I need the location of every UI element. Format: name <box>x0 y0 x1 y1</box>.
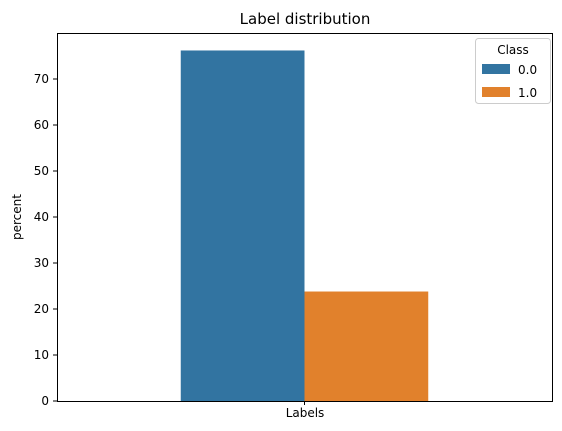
plot-area <box>57 33 553 405</box>
y-tick-label: 60 <box>34 118 49 132</box>
y-tick-label: 40 <box>34 210 49 224</box>
legend-label-1-0: 1.0 <box>518 86 537 100</box>
y-axis-ticks: 0 10 20 30 40 50 60 70 <box>34 72 57 408</box>
y-tick-label: 30 <box>34 256 49 270</box>
y-tick-label: 0 <box>41 394 49 408</box>
bar-0-0 <box>180 50 305 401</box>
y-tick-label: 20 <box>34 302 49 316</box>
legend-title: Class <box>497 43 529 57</box>
x-axis-label: Labels <box>286 406 325 420</box>
chart-title: Label distribution <box>240 10 371 28</box>
y-tick-label: 70 <box>34 72 49 86</box>
legend-label-0-0: 0.0 <box>518 63 537 77</box>
y-tick-label: 10 <box>34 348 49 362</box>
bars-group <box>180 50 429 401</box>
y-tick-label: 50 <box>34 164 49 178</box>
bar-1-0 <box>304 291 429 401</box>
legend: Class 0.0 1.0 <box>475 38 551 104</box>
y-axis-label: percent <box>10 194 24 240</box>
legend-swatch-0-0 <box>482 64 510 74</box>
legend-items: 0.0 1.0 <box>482 63 537 100</box>
legend-swatch-1-0 <box>482 87 510 97</box>
